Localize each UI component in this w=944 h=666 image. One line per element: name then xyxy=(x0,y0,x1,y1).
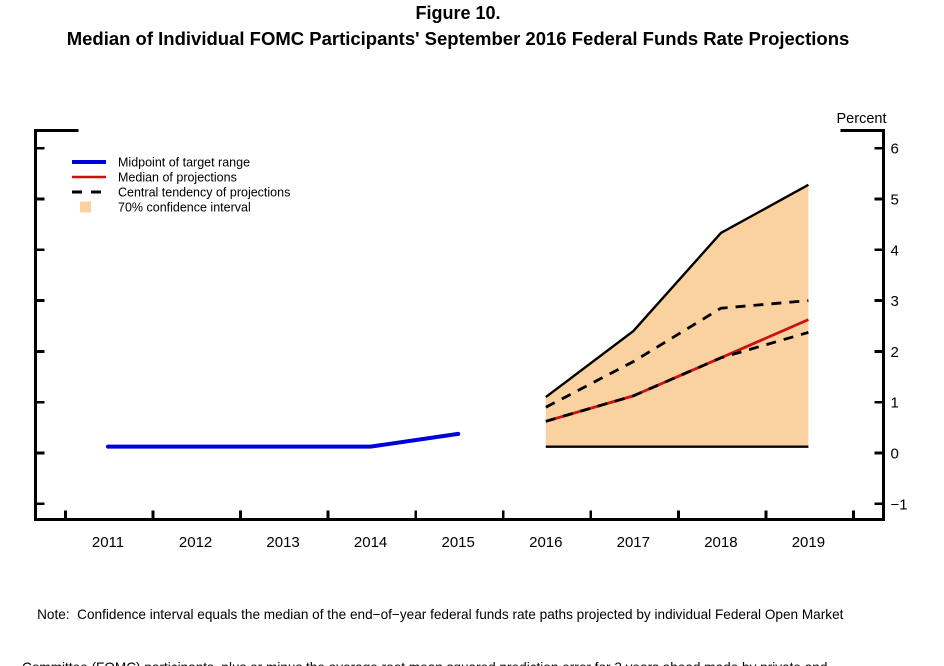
figure-title: Median of Individual FOMC Participants' … xyxy=(66,28,850,49)
legend-swatch-confidence_interval xyxy=(80,201,91,213)
y-axis-title: Percent xyxy=(837,111,887,127)
midpoint-target-range-line xyxy=(106,431,461,449)
legend-label-central_tendency: Central tendency of projections xyxy=(118,186,290,200)
x-axis-labels: 2011 2012 2013 2014 2015 2016 2017 2018 2019 xyxy=(92,534,825,551)
axes: 6 5 4 3 2 1 0 −1 xyxy=(34,129,908,521)
legend-label-median: Median of projections xyxy=(118,171,237,185)
y-tick-label: 3 xyxy=(891,293,899,310)
figure-notes: Note: Confidence interval equals the med… xyxy=(22,571,843,666)
legend-label-midpoint: Midpoint of target range xyxy=(118,156,250,170)
y-tick-label: −1 xyxy=(891,496,908,513)
y-tick-label: 6 xyxy=(891,141,899,158)
x-tick-label: 2011 xyxy=(92,534,124,551)
legend-label-confidence_interval: 70% confidence interval xyxy=(118,201,251,215)
x-tick-label: 2015 xyxy=(442,534,475,551)
confidence-band xyxy=(545,184,809,447)
central-tendency-lower-line xyxy=(545,331,809,423)
x-tick-label: 2018 xyxy=(704,534,737,551)
x-tick-label: 2016 xyxy=(529,534,562,551)
title-block: Figure 10. Median of Individual FOMC Par… xyxy=(0,0,916,50)
y-tick-label: 2 xyxy=(891,344,899,361)
y-tick-label: 0 xyxy=(891,446,899,463)
x-tick-label: 2017 xyxy=(617,534,650,551)
y-tick-label: 1 xyxy=(891,395,899,412)
figure-number: Figure 10. xyxy=(415,3,501,23)
note-line: Note: Confidence interval equals the med… xyxy=(22,607,844,622)
x-tick-label: 2013 xyxy=(266,534,299,551)
y-tick-label: 4 xyxy=(891,242,899,259)
x-tick-label: 2012 xyxy=(179,534,212,551)
y-tick-label: 5 xyxy=(891,192,899,209)
x-tick-label: 2019 xyxy=(792,534,825,551)
note-line: Committee (FOMC) participants, plus or m… xyxy=(22,659,843,666)
confidence-band-upper-edge xyxy=(545,183,809,399)
central-tendency-upper-line xyxy=(545,299,809,409)
x-tick-label: 2014 xyxy=(354,534,387,551)
